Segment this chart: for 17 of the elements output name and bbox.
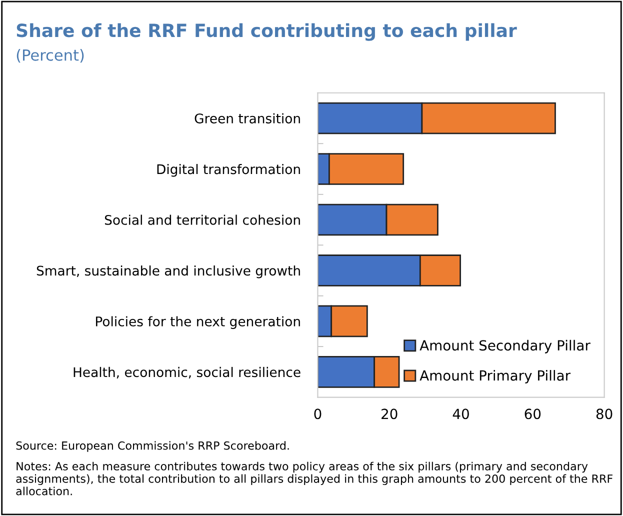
x-tick-label: 60 xyxy=(524,408,541,420)
text: Notes: As each measure contributes towards two policy areas of the six pillars (primary and secondary assignments), the total contribution to all pillars displayed in this graph amounts to 200 percent of the RRF allocation. xyxy=(16,462,612,496)
legend-label: Amount Secondary Pillar xyxy=(420,340,590,354)
y-tick-label: Health, economic, social resilience xyxy=(74,366,300,378)
text: (Percent) xyxy=(16,49,84,63)
x-tick-label: 0 xyxy=(314,408,322,420)
x-tick-label: 80 xyxy=(596,408,612,420)
y-tick-label: Green transition xyxy=(194,113,300,124)
y-tick-label: Smart, sustainable and inclusive growth xyxy=(36,265,300,278)
y-tick-label: Policies for the next generation xyxy=(96,316,300,329)
source-note: Source: European Commission's RRP Scoreboard. xyxy=(16,441,289,452)
y-tick-label: Social and territorial cohesion xyxy=(104,214,300,225)
y-tick-label: Digital transformation xyxy=(157,164,300,177)
x-tick-label: 40 xyxy=(452,408,469,420)
chart-title: Share of the RRF Fund contributing to each pillar xyxy=(16,23,517,41)
x-tick-label: 20 xyxy=(382,408,398,420)
legend-label: Amount Primary Pillar xyxy=(420,370,571,384)
